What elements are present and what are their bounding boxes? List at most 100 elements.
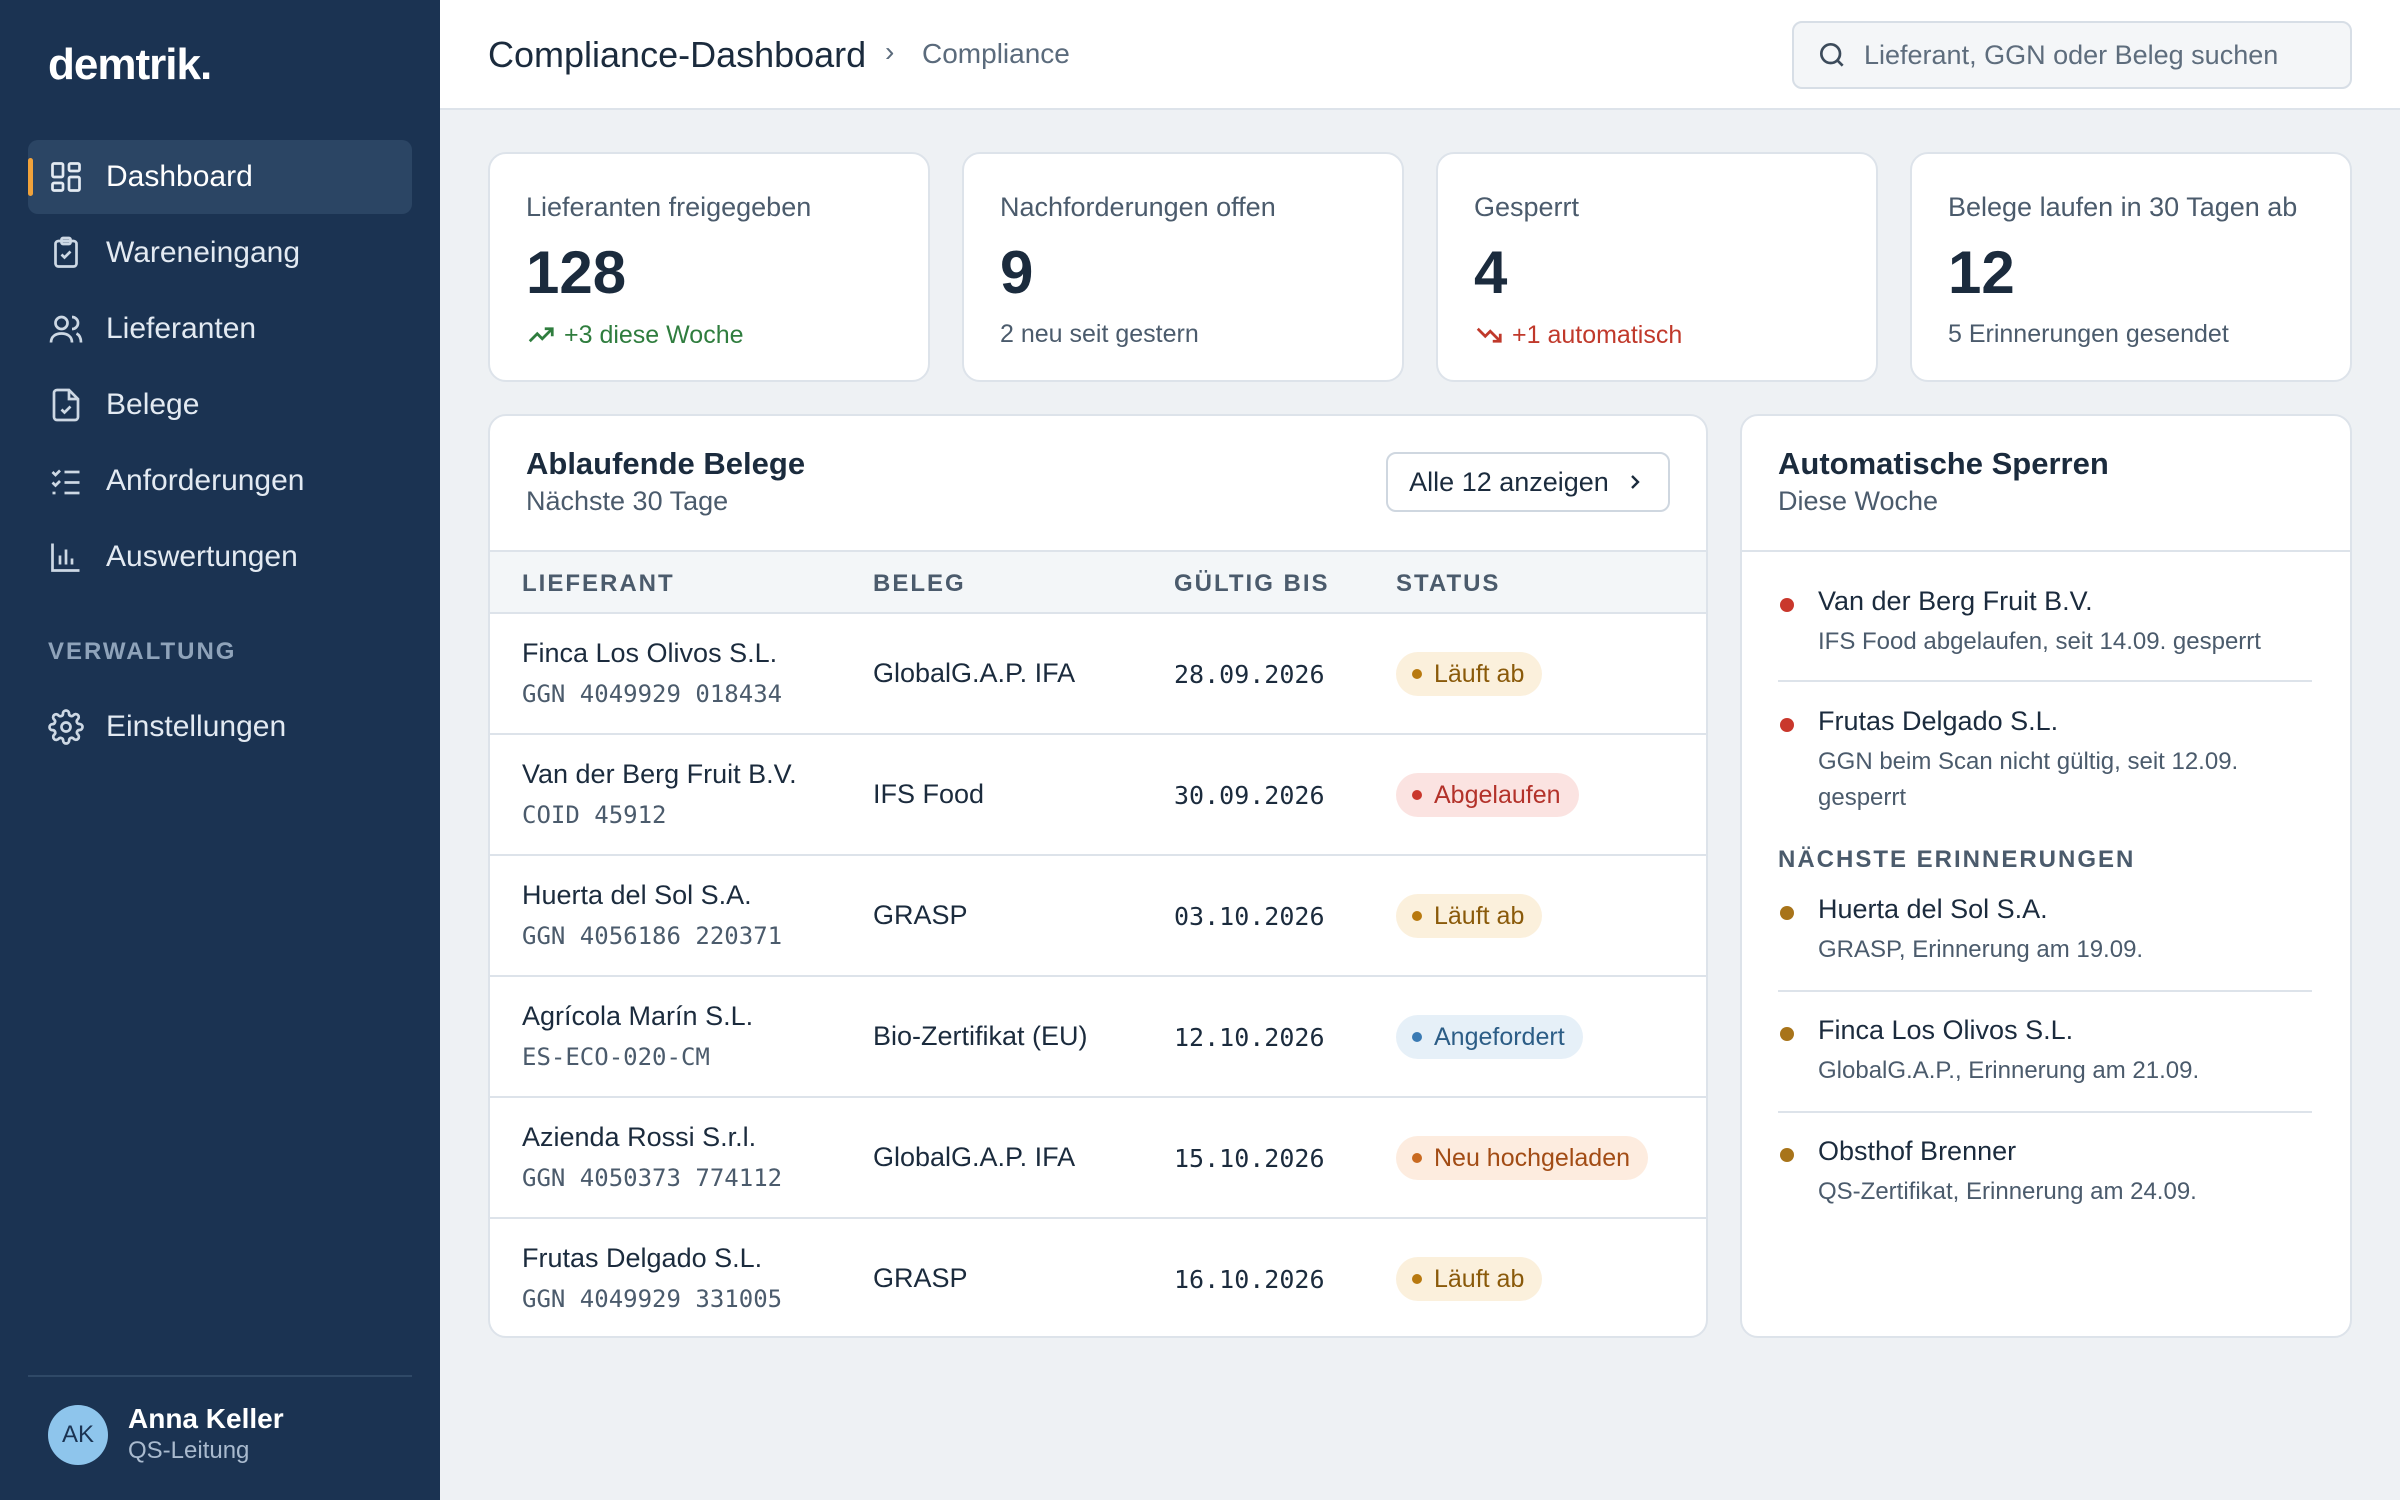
divider (1778, 680, 2312, 682)
status-label: Läuft ab (1434, 1264, 1525, 1293)
supplier-name[interactable]: Frutas Delgado S.L. (522, 1243, 763, 1273)
reminder-item[interactable]: Huerta del Sol S.A. GRASP, Erinnerung am… (1778, 894, 2312, 974)
document-type: IFS Food (873, 779, 985, 809)
supplier-id: GGN 4056186 220371 (522, 922, 783, 950)
bar-chart-icon (48, 539, 84, 575)
page-title: Compliance-Dashboard (488, 34, 867, 75)
reminder-item[interactable]: Obsthof Brenner QS-Zertifikat, Erinnerun… (1778, 1136, 2312, 1216)
block-item[interactable]: Frutas Delgado S.L. GGN beim Scan nicht … (1778, 706, 2312, 826)
supplier-name[interactable]: Huerta del Sol S.A. (522, 880, 752, 910)
card-subtitle: Nächste 30 Tage (526, 486, 729, 516)
sidebar-item-label: Anforderungen (106, 464, 305, 497)
status-label: Abgelaufen (1434, 780, 1561, 809)
sidebar-item-anforderungen[interactable]: Anforderungen (28, 444, 412, 518)
sidebar-item-auswertungen[interactable]: Auswertungen (28, 520, 412, 594)
search-box[interactable] (1792, 21, 2352, 89)
status-dot (1412, 1274, 1422, 1284)
document-type: GlobalG.A.P. IFA (873, 658, 1076, 688)
status-dot (1780, 1148, 1794, 1162)
supplier-name[interactable]: Van der Berg Fruit B.V. (522, 759, 797, 789)
valid-until: 16.10.2026 (1174, 1265, 1325, 1294)
status-dot (1780, 598, 1794, 612)
kpi-card-gesperrt: Gesperrt 4 +1 automatisch (1436, 152, 1878, 382)
status-badge: Angefordert (1396, 1015, 1583, 1059)
search-input[interactable] (1864, 39, 2324, 71)
kpi-card-belege-ablauf: Belege laufen in 30 Tagen ab 12 5 Erinne… (1910, 152, 2352, 382)
kpi-sub: +1 automatisch (1512, 320, 1683, 349)
reminder-item[interactable]: Finca Los Olivos S.L. GlobalG.A.P., Erin… (1778, 1015, 2312, 1095)
status-dot (1412, 669, 1422, 679)
divider (1778, 1111, 2312, 1113)
reminder-detail: GRASP, Erinnerung am 19.09. (1818, 936, 2144, 963)
kpi-trend: +3 diese Woche (526, 320, 744, 350)
breadcrumb[interactable]: Compliance (922, 38, 1070, 69)
kpi-label: Nachforderungen offen (1000, 192, 1276, 222)
status-badge: Abgelaufen (1396, 773, 1579, 817)
user-profile[interactable]: AK Anna Keller QS-Leitung (28, 1375, 412, 1500)
card-title: Ablaufende Belege (526, 446, 806, 481)
gear-icon (48, 709, 84, 745)
supplier-name[interactable]: Azienda Rossi S.r.l. (522, 1122, 757, 1152)
table-row[interactable]: Azienda Rossi S.r.l. GGN 4050373 774112 … (490, 1098, 1706, 1219)
table-row[interactable]: Agrícola Marín S.L. ES-ECO-020-CM Bio-Ze… (490, 977, 1706, 1098)
reminder-supplier: Obsthof Brenner (1818, 1136, 2017, 1166)
sidebar-item-belege[interactable]: Belege (28, 368, 412, 442)
document-check-icon (48, 387, 84, 423)
kpi-sub: 2 neu seit gestern (1000, 320, 1199, 348)
sidebar-item-label: Wareneingang (106, 236, 301, 269)
status-label: Läuft ab (1434, 901, 1525, 930)
supplier-name[interactable]: Finca Los Olivos S.L. (522, 638, 778, 668)
show-all-button[interactable]: Alle 12 anzeigen (1386, 452, 1670, 512)
valid-until: 28.09.2026 (1174, 660, 1325, 689)
status-label: Neu hochgeladen (1434, 1143, 1630, 1172)
reminder-supplier: Huerta del Sol S.A. (1818, 894, 2048, 924)
kpi-label: Lieferanten freigegeben (526, 192, 812, 222)
sidebar-item-lieferanten[interactable]: Lieferanten (28, 292, 412, 366)
column-header[interactable]: BELEG (873, 570, 966, 597)
table-header: LIEFERANT BELEG GÜLTIG BIS STATUS (490, 550, 1706, 614)
kpi-sub: +3 diese Woche (564, 320, 744, 349)
main-nav: Dashboard Wareneingang Lieferanten Beleg… (28, 140, 412, 596)
column-header[interactable]: LIEFERANT (522, 570, 675, 597)
valid-until: 15.10.2026 (1174, 1144, 1325, 1173)
trend-up-icon (528, 327, 554, 343)
dashboard-icon (48, 159, 84, 195)
sidebar-item-label: Einstellungen (106, 710, 287, 743)
status-dot (1412, 1153, 1422, 1163)
reminder-supplier: Finca Los Olivos S.L. (1818, 1015, 2074, 1045)
kpi-value: 9 (1000, 239, 1034, 306)
status-dot (1780, 718, 1794, 732)
checklist-icon (48, 463, 84, 499)
column-header[interactable]: STATUS (1396, 570, 1501, 597)
card-subtitle: Diese Woche (1778, 486, 1939, 516)
table-row[interactable]: Van der Berg Fruit B.V. COID 45912 IFS F… (490, 735, 1706, 856)
document-type: GlobalG.A.P. IFA (873, 1142, 1076, 1172)
divider (1742, 550, 2350, 552)
app-logo[interactable]: demtrik. (48, 40, 212, 89)
document-type: Bio-Zertifikat (EU) (873, 1021, 1088, 1051)
status-dot (1780, 1027, 1794, 1041)
table-row[interactable]: Finca Los Olivos S.L. GGN 4049929 018434… (490, 614, 1706, 735)
supplier-id: GGN 4049929 331005 (522, 1285, 783, 1313)
column-header[interactable]: GÜLTIG BIS (1174, 570, 1330, 597)
sidebar-item-dashboard[interactable]: Dashboard (28, 140, 412, 214)
valid-until: 12.10.2026 (1174, 1023, 1325, 1052)
status-badge: Läuft ab (1396, 1257, 1543, 1301)
table-row[interactable]: Huerta del Sol S.A. GGN 4056186 220371 G… (490, 856, 1706, 977)
status-badge: Neu hochgeladen (1396, 1136, 1648, 1180)
block-item[interactable]: Van der Berg Fruit B.V. IFS Food abgelau… (1778, 586, 2312, 666)
supplier-name[interactable]: Agrícola Marín S.L. (522, 1001, 754, 1031)
kpi-sub: 5 Erinnerungen gesendet (1948, 320, 2229, 348)
document-type: GRASP (873, 1263, 968, 1293)
topbar: Compliance-Dashboard › Compliance (440, 0, 2400, 110)
kpi-card-freigegeben: Lieferanten freigegeben 128 +3 diese Woc… (488, 152, 930, 382)
show-all-label: Alle 12 anzeigen (1409, 466, 1609, 497)
document-type: GRASP (873, 900, 968, 930)
block-supplier: Frutas Delgado S.L. (1818, 706, 2059, 736)
reminders-heading: NÄCHSTE ERINNERUNGEN (1778, 846, 2136, 873)
sidebar-item-wareneingang[interactable]: Wareneingang (28, 216, 412, 290)
supplier-id: GGN 4050373 774112 (522, 1164, 783, 1192)
kpi-value: 12 (1948, 239, 2015, 306)
table-row[interactable]: Frutas Delgado S.L. GGN 4049929 331005 G… (490, 1219, 1706, 1336)
sidebar-item-einstellungen[interactable]: Einstellungen (28, 690, 412, 764)
